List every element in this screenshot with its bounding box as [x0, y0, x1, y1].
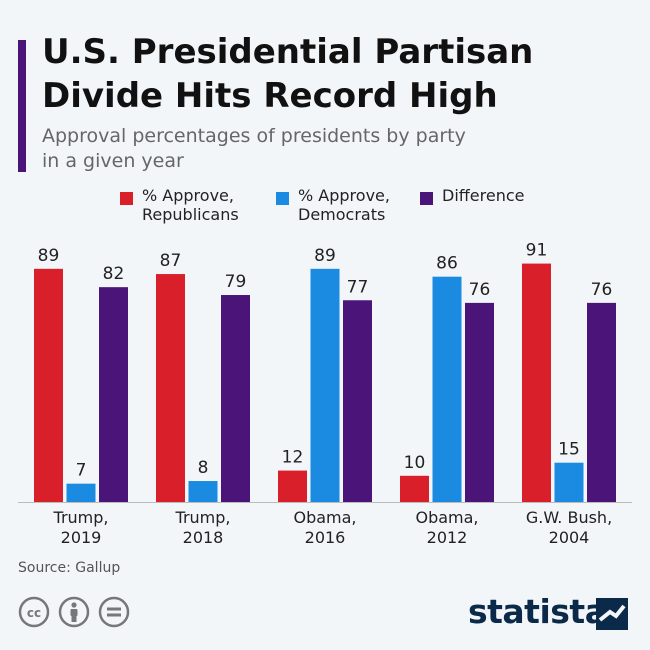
bar	[465, 302, 494, 502]
brand-wordmark: statista	[468, 592, 607, 631]
category-label: Trump,	[175, 508, 231, 527]
no-derivatives-icon[interactable]	[98, 596, 130, 628]
legend-label-line: % Approve,	[142, 186, 234, 205]
chart-subtitle: Approval percentages of presidents by pa…	[42, 124, 602, 174]
data-label: 76	[469, 280, 491, 300]
data-label: 89	[314, 246, 336, 266]
statista-mark-icon	[596, 598, 628, 630]
data-label: 76	[591, 280, 613, 300]
legend-label-republicans: % Approve, Republicans	[142, 186, 239, 224]
bar-chart: 89782Trump,201987879Trump,2018128977Obam…	[18, 241, 632, 547]
legend-swatch-difference	[420, 192, 433, 205]
title-accent-bar	[18, 40, 26, 172]
attribution-icon[interactable]	[58, 596, 90, 628]
legend-label-difference: Difference	[442, 186, 524, 205]
license-icons: cc	[18, 596, 138, 632]
subtitle-line-1: Approval percentages of presidents by pa…	[42, 125, 466, 147]
bar	[400, 475, 429, 502]
svg-text:cc: cc	[27, 606, 41, 620]
data-label: 86	[436, 254, 458, 274]
data-label: 15	[558, 440, 580, 460]
subtitle-line-2: in a given year	[42, 150, 184, 172]
data-label: 12	[282, 448, 304, 468]
legend-swatch-republicans	[120, 192, 133, 205]
category-label: 2012	[427, 528, 468, 547]
bar	[34, 268, 63, 502]
category-label: Obama,	[293, 508, 356, 527]
legend-label-line: Difference	[442, 186, 525, 205]
data-label: 8	[198, 458, 209, 478]
bar	[278, 470, 307, 502]
category-label: 2019	[61, 528, 102, 547]
bar	[554, 462, 584, 502]
data-label: 10	[404, 453, 426, 473]
bar	[310, 268, 340, 502]
bar	[432, 276, 462, 502]
statista-logo[interactable]: statista	[468, 590, 638, 636]
data-label: 89	[38, 246, 60, 266]
category-label: G.W. Bush,	[526, 508, 612, 527]
bar	[99, 287, 128, 502]
data-label: 7	[76, 461, 87, 481]
legend-label-line: Republicans	[142, 205, 239, 224]
cc-icon[interactable]: cc	[18, 596, 50, 628]
legend-label-line: % Approve,	[298, 186, 390, 205]
bar	[156, 274, 185, 502]
title-line-1: U.S. Presidential Partisan	[42, 32, 534, 72]
category-label: 2004	[549, 528, 590, 547]
legend-label-line: Democrats	[298, 205, 386, 224]
category-label: Obama,	[415, 508, 478, 527]
bar	[587, 302, 616, 502]
bar	[221, 295, 250, 502]
bar	[188, 481, 218, 502]
legend-swatch-democrats	[276, 192, 289, 205]
bar	[343, 300, 372, 502]
legend-label-democrats: % Approve, Democrats	[298, 186, 390, 224]
data-label: 77	[347, 277, 369, 297]
page-title: U.S. Presidential Partisan Divide Hits R…	[42, 30, 632, 118]
category-label: Trump,	[53, 508, 109, 527]
category-label: 2018	[183, 528, 224, 547]
chart-legend: % Approve, Republicans % Approve, Democr…	[0, 186, 650, 230]
data-label: 87	[160, 251, 182, 271]
bar	[522, 263, 551, 502]
title-line-2: Divide Hits Record High	[42, 76, 498, 116]
data-label: 82	[103, 264, 125, 284]
data-label: 91	[526, 241, 548, 261]
source-note: Source: Gallup	[18, 560, 121, 576]
category-label: 2016	[305, 528, 346, 547]
data-label: 79	[225, 272, 247, 292]
bar	[66, 483, 96, 502]
